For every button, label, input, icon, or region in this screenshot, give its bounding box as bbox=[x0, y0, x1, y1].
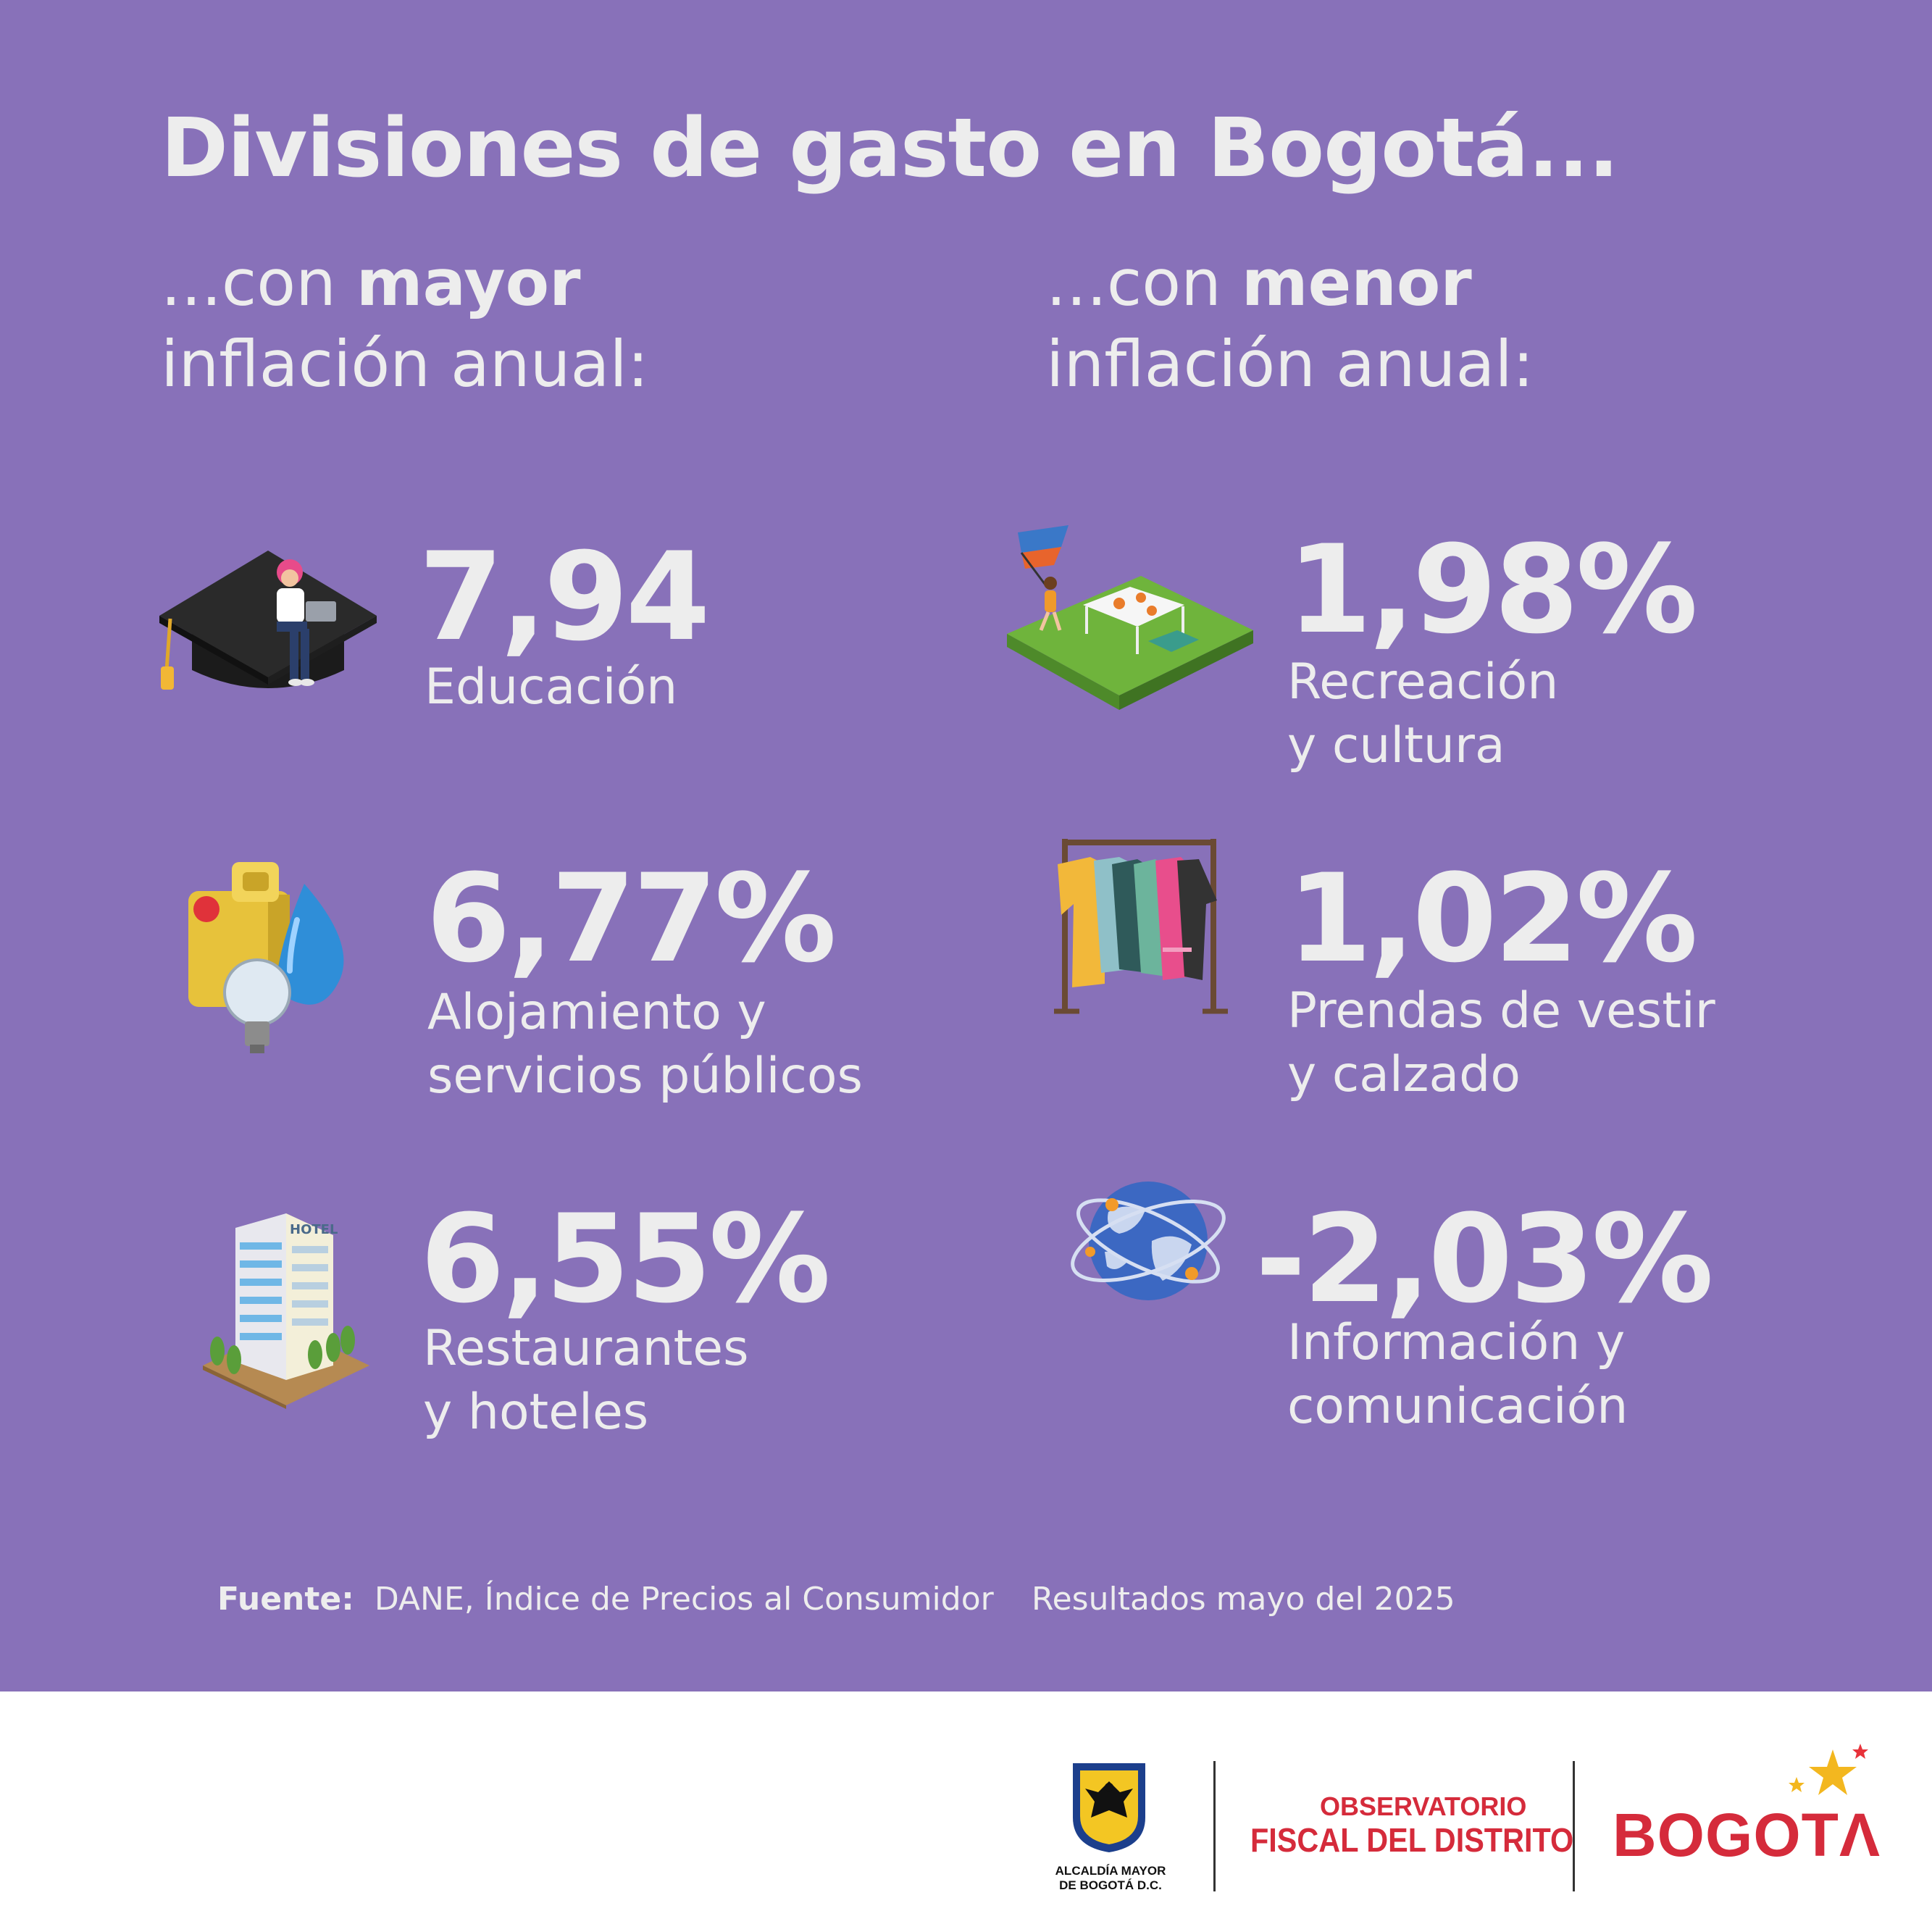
source-note: Fuente: DANE, Índice de Precios al Consu… bbox=[217, 1581, 994, 1618]
logo-strip: ALCALDÍA MAYOR DE BOGOTÁ D.C. OBSERVATOR… bbox=[0, 1691, 1932, 1932]
logo-divider bbox=[1573, 1761, 1575, 1891]
heading-mayor-prefix: ...con bbox=[161, 246, 356, 320]
label-restaurantes-line2: y hoteles bbox=[423, 1384, 649, 1441]
label-prendas-line2: y calzado bbox=[1287, 1046, 1521, 1103]
clothes-rack-icon bbox=[1054, 839, 1228, 1014]
label-informacion-line2: comunicación bbox=[1287, 1378, 1628, 1435]
label-recreacion-line1: Recreación bbox=[1287, 653, 1559, 711]
page-title: Divisiones de gasto en Bogotá... bbox=[161, 101, 1619, 196]
heading-menor-bold: menor bbox=[1241, 246, 1472, 320]
globe-network-icon bbox=[1071, 1182, 1226, 1300]
source-label: Fuente: bbox=[217, 1581, 354, 1618]
heading-menor: ...con menor inflación anual: bbox=[1046, 243, 1534, 405]
label-recreacion-line2: y cultura bbox=[1287, 717, 1505, 774]
heading-menor-line2: inflación anual: bbox=[1046, 327, 1534, 401]
value-alojamiento: 6,77% bbox=[426, 848, 837, 990]
label-recreacion: Recreación y cultura bbox=[1287, 651, 1558, 778]
label-alojamiento: Alojamiento y servicios públicos bbox=[427, 981, 863, 1108]
observatorio-line1: OBSERVATORIO bbox=[1320, 1791, 1527, 1821]
value-restaurantes: 6,55% bbox=[420, 1188, 831, 1330]
label-alojamiento-line1: Alojamiento y bbox=[427, 984, 766, 1041]
value-informacion: -2,03% bbox=[1255, 1188, 1714, 1330]
value-prendas: 1,02% bbox=[1287, 848, 1698, 990]
infographic-panel: Divisiones de gasto en Bogotá... ...con … bbox=[0, 0, 1932, 1691]
label-alojamiento-line2: servicios públicos bbox=[427, 1047, 863, 1105]
value-educacion: 7,94 bbox=[419, 526, 711, 668]
label-educacion: Educación bbox=[425, 656, 677, 719]
period-note: Resultados mayo del 2025 bbox=[1032, 1581, 1455, 1618]
label-informacion-line1: Información y bbox=[1287, 1314, 1626, 1371]
label-restaurantes: Restaurantes y hoteles bbox=[423, 1317, 749, 1444]
logo-divider bbox=[1213, 1761, 1216, 1891]
utilities-icon bbox=[188, 862, 344, 1053]
label-restaurantes-line1: Restaurantes bbox=[423, 1320, 749, 1377]
label-informacion: Información y comunicación bbox=[1287, 1311, 1628, 1439]
hotel-icon: HOTEL bbox=[203, 1213, 369, 1409]
observatorio-line2: FISCAL DEL DISTRITO bbox=[1250, 1821, 1574, 1859]
graduation-cap-icon bbox=[159, 551, 377, 690]
label-educacion-line1: Educación bbox=[425, 658, 678, 716]
alcaldia-line2: DE BOGOTÁ D.C. bbox=[1059, 1878, 1162, 1892]
bogota-logo-text: BOGOTΛ bbox=[1613, 1801, 1881, 1869]
svg-text:HOTEL: HOTEL bbox=[290, 1222, 338, 1237]
heading-mayor-bold: mayor bbox=[356, 246, 581, 320]
value-recreacion: 1,98% bbox=[1287, 519, 1698, 661]
heading-mayor-line2: inflación anual: bbox=[161, 327, 649, 401]
label-prendas: Prendas de vestir y calzado bbox=[1287, 979, 1715, 1107]
stars-icon bbox=[1789, 1744, 1868, 1795]
source-text: DANE, Índice de Precios al Consumidor bbox=[374, 1581, 994, 1618]
alcaldia-caption: ALCALDÍA MAYOR DE BOGOTÁ D.C. bbox=[1042, 1864, 1179, 1893]
label-prendas-line1: Prendas de vestir bbox=[1287, 982, 1715, 1040]
heading-menor-prefix: ...con bbox=[1046, 246, 1242, 320]
alcaldia-line1: ALCALDÍA MAYOR bbox=[1055, 1864, 1166, 1878]
alcaldia-shield-logo bbox=[1073, 1763, 1145, 1852]
heading-mayor: ...con mayor inflación anual: bbox=[161, 243, 649, 405]
park-recreation-icon bbox=[1007, 525, 1253, 710]
